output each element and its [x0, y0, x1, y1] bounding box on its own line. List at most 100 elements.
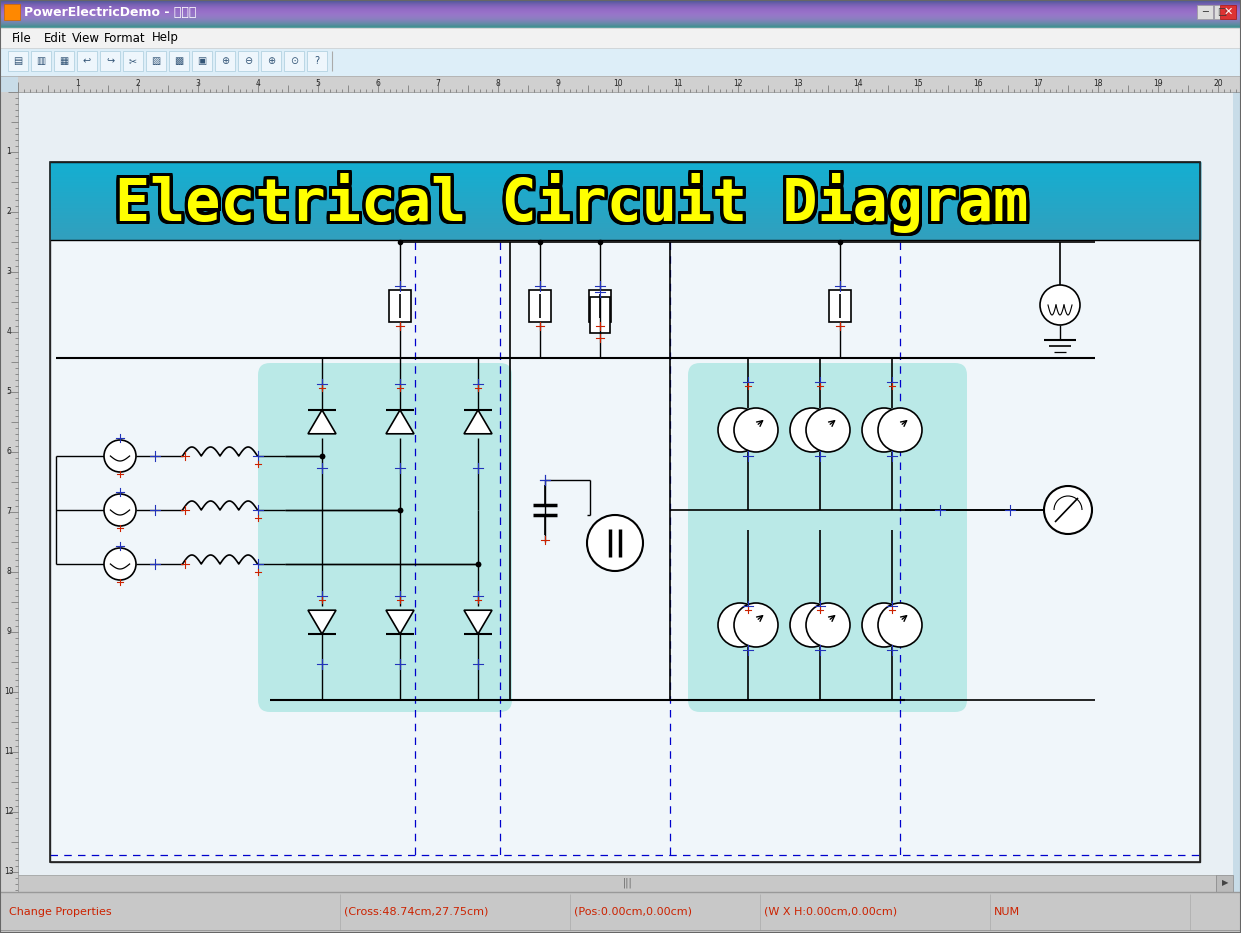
Polygon shape [464, 410, 491, 434]
FancyBboxPatch shape [258, 363, 513, 712]
Text: 2: 2 [6, 207, 11, 216]
Text: 6: 6 [376, 78, 381, 88]
Bar [1214, 5, 1230, 19]
Text: Electrical Circuit Diagram: Electrical Circuit Diagram [115, 176, 1029, 236]
Text: ⊕: ⊕ [267, 56, 276, 66]
Text: 1: 1 [76, 78, 81, 88]
Text: Electrical Circuit Diagram: Electrical Circuit Diagram [113, 173, 1026, 233]
Text: Electrical Circuit Diagram: Electrical Circuit Diagram [117, 172, 1030, 232]
Circle shape [877, 603, 922, 647]
Polygon shape [308, 410, 336, 434]
Circle shape [733, 408, 778, 452]
Text: Change Properties: Change Properties [9, 907, 112, 917]
Bar [4, 4, 20, 20]
Polygon shape [386, 410, 414, 434]
Text: 6: 6 [6, 448, 11, 456]
Text: ✕: ✕ [1224, 7, 1232, 17]
Text: ▥: ▥ [36, 56, 46, 66]
Polygon shape [386, 610, 414, 634]
Text: NUM: NUM [994, 907, 1020, 917]
Circle shape [1040, 285, 1080, 325]
Text: 4: 4 [6, 327, 11, 337]
Text: Electrical Circuit Diagram: Electrical Circuit Diagram [113, 174, 1026, 234]
Circle shape [791, 603, 834, 647]
Text: 13: 13 [793, 78, 803, 88]
Bar [7, 51, 29, 71]
Text: 11: 11 [4, 747, 14, 757]
Text: Electrical Circuit Diagram: Electrical Circuit Diagram [115, 170, 1029, 230]
Text: Electrical Circuit Diagram: Electrical Circuit Diagram [117, 175, 1030, 235]
Text: ─: ─ [1203, 7, 1207, 17]
Text: 14: 14 [854, 78, 862, 88]
Bar [50, 162, 1200, 862]
Text: Electrical Circuit Diagram: Electrical Circuit Diagram [117, 173, 1030, 233]
Text: Electrical Circuit Diagram: Electrical Circuit Diagram [112, 170, 1025, 230]
Text: Electrical Circuit Diagram: Electrical Circuit Diagram [113, 171, 1026, 231]
Text: Electrical Circuit Diagram: Electrical Circuit Diagram [114, 170, 1028, 230]
Bar [101, 51, 120, 71]
Text: ↪: ↪ [105, 56, 114, 66]
Bar [77, 51, 97, 71]
Text: Electrical Circuit Diagram: Electrical Circuit Diagram [118, 174, 1031, 234]
Text: 18: 18 [1093, 78, 1103, 88]
Text: 11: 11 [674, 78, 683, 88]
Text: |||: ||| [623, 878, 633, 888]
Text: ⊖: ⊖ [244, 56, 252, 66]
Bar [307, 51, 326, 71]
Text: 8: 8 [495, 78, 500, 88]
Text: 7: 7 [436, 78, 441, 88]
Text: Electrical Circuit Diagram: Electrical Circuit Diagram [115, 175, 1029, 235]
Text: Electrical Circuit Diagram: Electrical Circuit Diagram [118, 171, 1031, 231]
Text: Electrical Circuit Diagram: Electrical Circuit Diagram [113, 172, 1026, 232]
Circle shape [719, 603, 762, 647]
Text: Electrical Circuit Diagram: Electrical Circuit Diagram [118, 176, 1031, 236]
Bar [19, 76, 1241, 92]
Text: ↩: ↩ [83, 56, 91, 66]
Bar [1198, 5, 1212, 19]
Bar [50, 162, 1200, 862]
Text: 19: 19 [1153, 78, 1163, 88]
Text: ▣: ▣ [197, 56, 206, 66]
Text: 1: 1 [6, 147, 11, 157]
Text: PowerElectricDemo - 无标题: PowerElectricDemo - 无标题 [24, 7, 196, 20]
Text: (W X H:0.00cm,0.00cm): (W X H:0.00cm,0.00cm) [764, 907, 897, 917]
Circle shape [1044, 486, 1092, 534]
Text: (Pos:0.00cm,0.00cm): (Pos:0.00cm,0.00cm) [575, 907, 692, 917]
Text: □: □ [1217, 7, 1226, 17]
Text: Electrical Circuit Diagram: Electrical Circuit Diagram [115, 176, 1029, 236]
Text: Electrical Circuit Diagram: Electrical Circuit Diagram [113, 176, 1026, 236]
Text: 9: 9 [556, 78, 561, 88]
Text: Electrical Circuit Diagram: Electrical Circuit Diagram [114, 175, 1028, 235]
Text: Electrical Circuit Diagram: Electrical Circuit Diagram [115, 174, 1029, 234]
Text: Electrical Circuit Diagram: Electrical Circuit Diagram [117, 171, 1030, 231]
Circle shape [587, 515, 643, 571]
Text: Electrical Circuit Diagram: Electrical Circuit Diagram [115, 175, 1029, 235]
Bar [19, 875, 1216, 892]
Text: Electrical Circuit Diagram: Electrical Circuit Diagram [112, 171, 1025, 231]
Bar [589, 290, 611, 322]
Text: 10: 10 [4, 688, 14, 697]
Circle shape [805, 408, 850, 452]
Text: ?: ? [314, 56, 320, 66]
Text: Edit: Edit [43, 32, 67, 45]
FancyBboxPatch shape [688, 363, 967, 712]
Text: 5: 5 [6, 387, 11, 397]
Text: 5: 5 [315, 78, 320, 88]
Circle shape [862, 603, 906, 647]
Circle shape [733, 603, 778, 647]
Text: ▦: ▦ [60, 56, 68, 66]
Bar [1220, 5, 1236, 19]
Text: ▤: ▤ [14, 56, 22, 66]
Text: Electrical Circuit Diagram: Electrical Circuit Diagram [117, 176, 1030, 236]
Text: Electrical Circuit Diagram: Electrical Circuit Diagram [115, 170, 1029, 230]
Circle shape [805, 603, 850, 647]
Text: ▨: ▨ [151, 56, 160, 66]
Text: Help: Help [151, 32, 179, 45]
Text: Electrical Circuit Diagram: Electrical Circuit Diagram [115, 171, 1029, 231]
Bar [589, 297, 611, 333]
Text: Electrical Circuit Diagram: Electrical Circuit Diagram [112, 174, 1025, 234]
Text: 17: 17 [1034, 78, 1042, 88]
Text: View: View [72, 32, 101, 45]
Text: Electrical Circuit Diagram: Electrical Circuit Diagram [112, 172, 1025, 232]
Text: Electrical Circuit Diagram: Electrical Circuit Diagram [117, 170, 1030, 230]
